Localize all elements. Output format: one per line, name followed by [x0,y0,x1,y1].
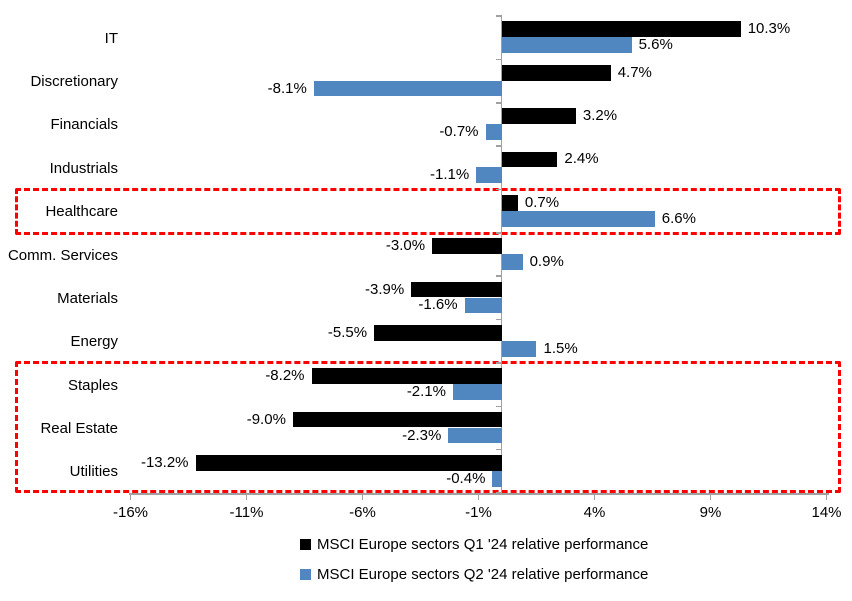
value-label: -0.7% [439,122,479,140]
legend-entry: MSCI Europe sectors Q2 '24 relative perf… [300,567,648,583]
value-tick-mark [477,493,480,500]
x-axis-tick-label: -11% [229,504,264,521]
value-tick-mark [825,493,828,500]
category-tick-mark [495,58,502,61]
bar-q1 [311,368,502,385]
value-label: -2.3% [402,426,442,444]
bar-q2 [476,167,502,184]
bar-q2 [501,254,523,270]
value-tick-mark [709,493,712,500]
legend-swatch-q2 [300,569,311,580]
value-tick-mark [245,493,248,500]
category-tick-mark [495,145,502,147]
x-axis-tick-label: 9% [699,504,722,521]
category-label: Healthcare [45,203,118,221]
bar-q1 [374,324,502,341]
bar-q2 [448,427,502,444]
category-label: Staples [67,376,118,394]
category-label: Discretionary [30,73,118,90]
value-label: 4.7% [617,63,652,81]
bar-q1 [432,238,502,254]
category-label: IT [104,29,118,47]
legend-label: MSCI Europe sectors Q2 '24 relative perf… [317,566,649,583]
category-label: Financials [50,116,118,134]
category-tick-mark [495,318,502,321]
bar-q1 [501,21,741,38]
bar-q2 [501,210,655,227]
value-tick-mark [593,493,596,500]
value-label: 5.6% [638,36,673,54]
bar-q2 [501,37,632,54]
value-label: -0.4% [446,469,486,487]
value-label: -1.6% [418,296,458,314]
value-label: 10.3% [747,20,791,38]
bar-q2 [453,384,502,400]
x-axis-tick-label: -6% [349,504,376,521]
category-tick-mark [495,15,502,17]
value-label: 1.5% [543,339,578,357]
x-axis-tick-label: 14% [811,504,842,521]
bar-q1 [195,455,502,471]
value-label: 0.9% [529,253,564,270]
value-label: -1.1% [430,166,470,184]
x-axis-tick-label: -16% [112,504,149,521]
value-label: -3.9% [365,280,405,298]
value-tick-mark [129,493,132,500]
value-label: -2.1% [406,383,446,401]
bar-q1 [292,411,502,428]
bar-q2 [501,340,537,357]
bar-q2 [485,124,502,140]
highlight-box [15,360,841,493]
category-label: Utilities [69,463,118,481]
bar-q2 [313,80,502,97]
category-tick-mark [495,232,502,234]
value-label: 0.7% [524,193,560,211]
bar-q2 [464,297,502,314]
category-tick-mark [495,275,502,277]
category-tick-mark [495,405,502,407]
category-label: Real Estate [40,420,118,437]
bar-q1 [501,194,518,211]
value-label: 3.2% [582,107,618,124]
legend-label: MSCI Europe sectors Q1 '24 relative perf… [317,536,649,553]
highlight-box [15,187,841,235]
category-label: Materials [57,289,118,307]
bar-q2 [492,470,502,487]
value-label: 2.4% [564,150,599,168]
category-label: Industrials [49,159,118,177]
value-label: -9.0% [246,410,286,428]
value-tick-mark [361,493,364,500]
value-label: -8.2% [265,367,305,385]
legend-swatch-q1 [300,539,311,550]
category-tick-mark [495,362,502,364]
value-label: -5.5% [327,323,368,341]
bar-q1 [411,281,502,298]
value-label: -3.0% [385,237,426,255]
bar-q1 [501,64,611,81]
category-label: Comm. Services [7,246,118,264]
value-label: -8.1% [267,79,307,97]
x-axis-tick-label: 4% [583,504,606,521]
category-tick-mark [495,188,502,191]
bar-q1 [501,151,558,168]
category-tick-mark [495,448,502,451]
legend-entry: MSCI Europe sectors Q1 '24 relative perf… [300,537,648,553]
category-tick-mark [495,102,502,104]
category-label: Energy [70,333,118,351]
x-axis-tick-label: -1% [465,504,492,521]
bar-q1 [501,108,576,124]
value-label: -13.2% [140,453,189,471]
value-label: 6.6% [661,209,696,227]
